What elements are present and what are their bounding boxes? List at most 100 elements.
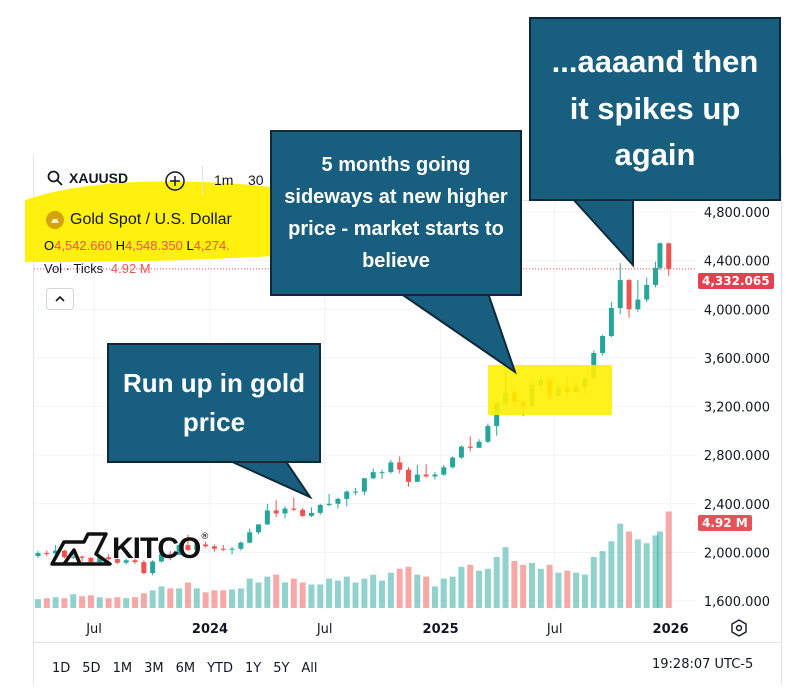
legend-volume: Vol · Ticks 4.92 M [44, 261, 151, 276]
volume-bars [34, 511, 672, 608]
candle-body [194, 544, 200, 550]
clock: 19:28:07 UTC-5 [652, 657, 754, 672]
collapse-legend-button[interactable] [46, 288, 74, 310]
range-3m[interactable]: 3M [144, 661, 164, 676]
volume-bar [564, 570, 571, 608]
range-1m[interactable]: 1M [112, 661, 133, 676]
candle-body [150, 561, 156, 574]
y-tick-label: 4,800.000 [704, 206, 770, 221]
candle-body [97, 557, 103, 563]
volume-bar [656, 531, 663, 608]
volume-badge: 4.92 M [698, 515, 752, 531]
volume-bar [370, 574, 377, 608]
volume-bar [211, 590, 218, 608]
axes: 1,600.000 2,000.000 2,400.000 2,800.000 3,20… [34, 206, 770, 637]
open-label: O [44, 238, 55, 253]
volume-bar [529, 562, 535, 608]
volume-bar [537, 568, 544, 608]
candle-body [229, 548, 235, 550]
volume-bar [414, 574, 421, 608]
settings-hexagon-icon[interactable] [730, 619, 748, 637]
candle-body [211, 546, 217, 549]
candle-body [485, 425, 491, 442]
candle-body [353, 491, 359, 493]
candle-body [256, 524, 262, 533]
candle-body [123, 560, 129, 563]
x-tick-label: Jul [85, 622, 102, 637]
range-buttons: 1D 5D 1M 3M 6M YTD 1Y 5Y All [52, 657, 330, 676]
candle-body [167, 554, 173, 556]
candle-body [476, 441, 482, 448]
candle-body [361, 478, 367, 492]
volume-bar [79, 596, 86, 608]
interval-30[interactable]: 30 [248, 172, 264, 188]
volume-bar [176, 588, 183, 608]
volume-bar [405, 566, 412, 608]
volume-bar [458, 566, 465, 608]
candle-body [264, 510, 270, 525]
candle-body [291, 508, 297, 510]
range-ytd[interactable]: YTD [207, 661, 233, 676]
volume-bar [281, 582, 288, 608]
candle-body [238, 542, 244, 549]
candle-body [132, 560, 138, 563]
volume-bar [520, 564, 527, 608]
volume-bar [290, 578, 297, 608]
volume-bar [379, 580, 386, 608]
volume-bar [132, 597, 139, 608]
callout-spike: ...aaaand then it spikes up again [529, 17, 781, 201]
kitco-logo: KITCO ® [50, 532, 209, 566]
volume-bar [34, 599, 41, 608]
callout-sideways: 5 months going sideways at new higher pr… [270, 130, 522, 296]
volume-bar [246, 578, 253, 608]
range-1d[interactable]: 1D [52, 661, 71, 676]
candle-body [35, 552, 41, 557]
volume-bar [326, 578, 333, 608]
volume-bar [493, 557, 500, 608]
volume-bar [476, 570, 483, 608]
range-all[interactable]: All [301, 661, 318, 676]
volume-bar [43, 598, 50, 608]
interval-1m[interactable]: 1m [214, 172, 234, 188]
y-tick-label: 3,600.000 [704, 352, 770, 367]
compare-plus-icon[interactable] [164, 170, 186, 192]
legend-title-row: Gold Spot / U.S. Dollar [46, 211, 232, 229]
volume-bar [573, 572, 580, 608]
volume-bar [96, 597, 103, 608]
volume-bar [317, 584, 324, 608]
volume-bar [334, 580, 341, 608]
candle-body [308, 512, 314, 516]
candle-body [176, 545, 182, 555]
volume-value: 4.92 M [110, 261, 151, 276]
volume-bar [626, 531, 633, 608]
range-1y[interactable]: 1Y [244, 661, 262, 676]
volume-bar [467, 564, 474, 608]
candle-body [273, 510, 279, 514]
range-5d[interactable]: 5D [82, 661, 101, 676]
volume-bar [643, 543, 650, 608]
candle-body [220, 548, 226, 550]
candle-body [61, 550, 67, 558]
volume-bar [61, 598, 68, 608]
volume-bar [352, 582, 359, 608]
volume-bar [599, 551, 606, 608]
volume-bar [555, 572, 562, 608]
candle-body [44, 552, 50, 554]
volume-bar [590, 557, 597, 608]
volume-bar [361, 578, 368, 608]
range-5y[interactable]: 5Y [273, 661, 290, 676]
open-value: 4,542.660 [54, 238, 112, 253]
search-icon [47, 170, 63, 186]
candle-body [626, 280, 632, 310]
range-6m[interactable]: 6M [175, 661, 196, 676]
volume-bar [546, 564, 553, 608]
candle-body [282, 508, 288, 514]
volume-bar [87, 595, 94, 608]
y-tick-label: 4,000.000 [704, 303, 770, 318]
low-label: L [186, 238, 194, 253]
registered-mark: ® [200, 532, 210, 542]
low-value: 4,274. [193, 238, 230, 253]
symbol-search[interactable]: XAUUSD [47, 170, 128, 186]
kitco-logo-text: KITCO [112, 532, 201, 565]
candle-body [326, 503, 332, 505]
